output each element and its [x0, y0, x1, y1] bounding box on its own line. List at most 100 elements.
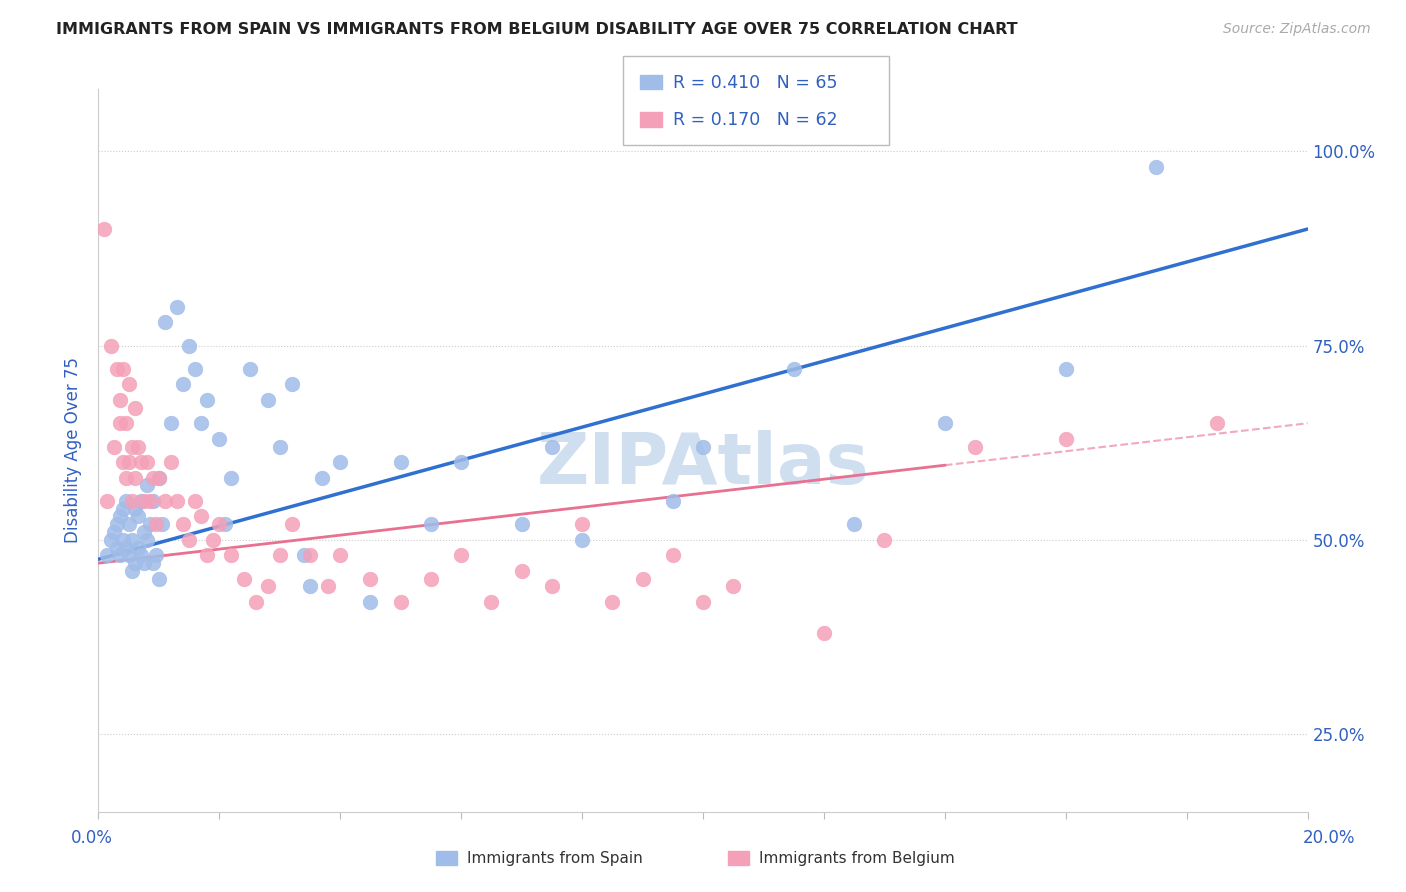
Point [239, 362, 262, 376]
Y-axis label: Disability Age Over 75: Disability Age Over 75 [65, 358, 83, 543]
Point [1146, 160, 1168, 174]
Point [813, 626, 835, 640]
Point [602, 595, 624, 609]
Text: R = 0.170   N = 62: R = 0.170 N = 62 [673, 112, 838, 129]
Point [190, 417, 212, 431]
Point [139, 517, 162, 532]
Point [124, 501, 146, 516]
Point [269, 440, 291, 454]
Point [540, 579, 562, 593]
Point [723, 579, 745, 593]
Point [269, 549, 291, 563]
Point [389, 595, 412, 609]
Point [1206, 417, 1229, 431]
Point [129, 549, 152, 563]
Point [108, 417, 131, 431]
Point [281, 517, 304, 532]
Point [108, 392, 131, 407]
Point [540, 440, 562, 454]
Point [127, 509, 149, 524]
Point [111, 455, 134, 469]
Point [360, 595, 382, 609]
Point [142, 494, 165, 508]
Point [148, 572, 170, 586]
Point [124, 470, 146, 484]
Point [311, 470, 333, 484]
Point [1054, 432, 1077, 446]
Point [118, 517, 141, 532]
Point [124, 556, 146, 570]
Point [190, 509, 212, 524]
Point [195, 549, 218, 563]
Point [108, 549, 131, 563]
Point [103, 440, 125, 454]
Point [571, 517, 593, 532]
Point [105, 517, 128, 532]
Point [389, 455, 412, 469]
Point [118, 377, 141, 392]
Point [114, 417, 136, 431]
Point [142, 470, 165, 484]
Point [139, 494, 162, 508]
Point [179, 533, 201, 547]
Point [661, 494, 683, 508]
Point [111, 533, 134, 547]
Point [129, 455, 152, 469]
Point [105, 541, 128, 555]
Point [208, 517, 231, 532]
Point [329, 549, 352, 563]
Point [96, 494, 118, 508]
Text: Source: ZipAtlas.com: Source: ZipAtlas.com [1223, 22, 1371, 37]
Point [124, 401, 146, 415]
Point [100, 338, 122, 352]
Point [129, 494, 152, 508]
Point [153, 494, 176, 508]
Point [360, 572, 382, 586]
Point [148, 470, 170, 484]
Point [965, 440, 987, 454]
Point [118, 455, 141, 469]
Point [135, 455, 157, 469]
Point [232, 572, 254, 586]
Text: Immigrants from Spain: Immigrants from Spain [467, 851, 643, 865]
Point [121, 440, 143, 454]
Point [299, 579, 322, 593]
Point [145, 517, 167, 532]
Text: Immigrants from Belgium: Immigrants from Belgium [759, 851, 955, 865]
Point [450, 549, 472, 563]
Text: IMMIGRANTS FROM SPAIN VS IMMIGRANTS FROM BELGIUM DISABILITY AGE OVER 75 CORRELAT: IMMIGRANTS FROM SPAIN VS IMMIGRANTS FROM… [56, 22, 1018, 37]
Point [121, 533, 143, 547]
Point [111, 501, 134, 516]
Point [692, 595, 714, 609]
Point [256, 579, 278, 593]
Point [166, 494, 188, 508]
Text: 20.0%: 20.0% [1302, 829, 1355, 847]
Point [329, 455, 352, 469]
Point [108, 509, 131, 524]
Point [245, 595, 267, 609]
Point [420, 572, 443, 586]
Point [111, 362, 134, 376]
Point [93, 222, 115, 236]
Point [208, 432, 231, 446]
Point [127, 541, 149, 555]
Point [571, 533, 593, 547]
Point [510, 564, 533, 578]
Point [692, 440, 714, 454]
Point [214, 517, 236, 532]
Point [783, 362, 806, 376]
Point [114, 470, 136, 484]
Point [132, 524, 155, 539]
Point [221, 470, 243, 484]
Point [148, 470, 170, 484]
Point [184, 362, 207, 376]
Point [184, 494, 207, 508]
Point [195, 392, 218, 407]
Point [105, 362, 128, 376]
Text: 0.0%: 0.0% [70, 829, 112, 847]
Point [256, 392, 278, 407]
Point [160, 455, 183, 469]
Point [631, 572, 654, 586]
Point [100, 533, 122, 547]
Point [121, 494, 143, 508]
